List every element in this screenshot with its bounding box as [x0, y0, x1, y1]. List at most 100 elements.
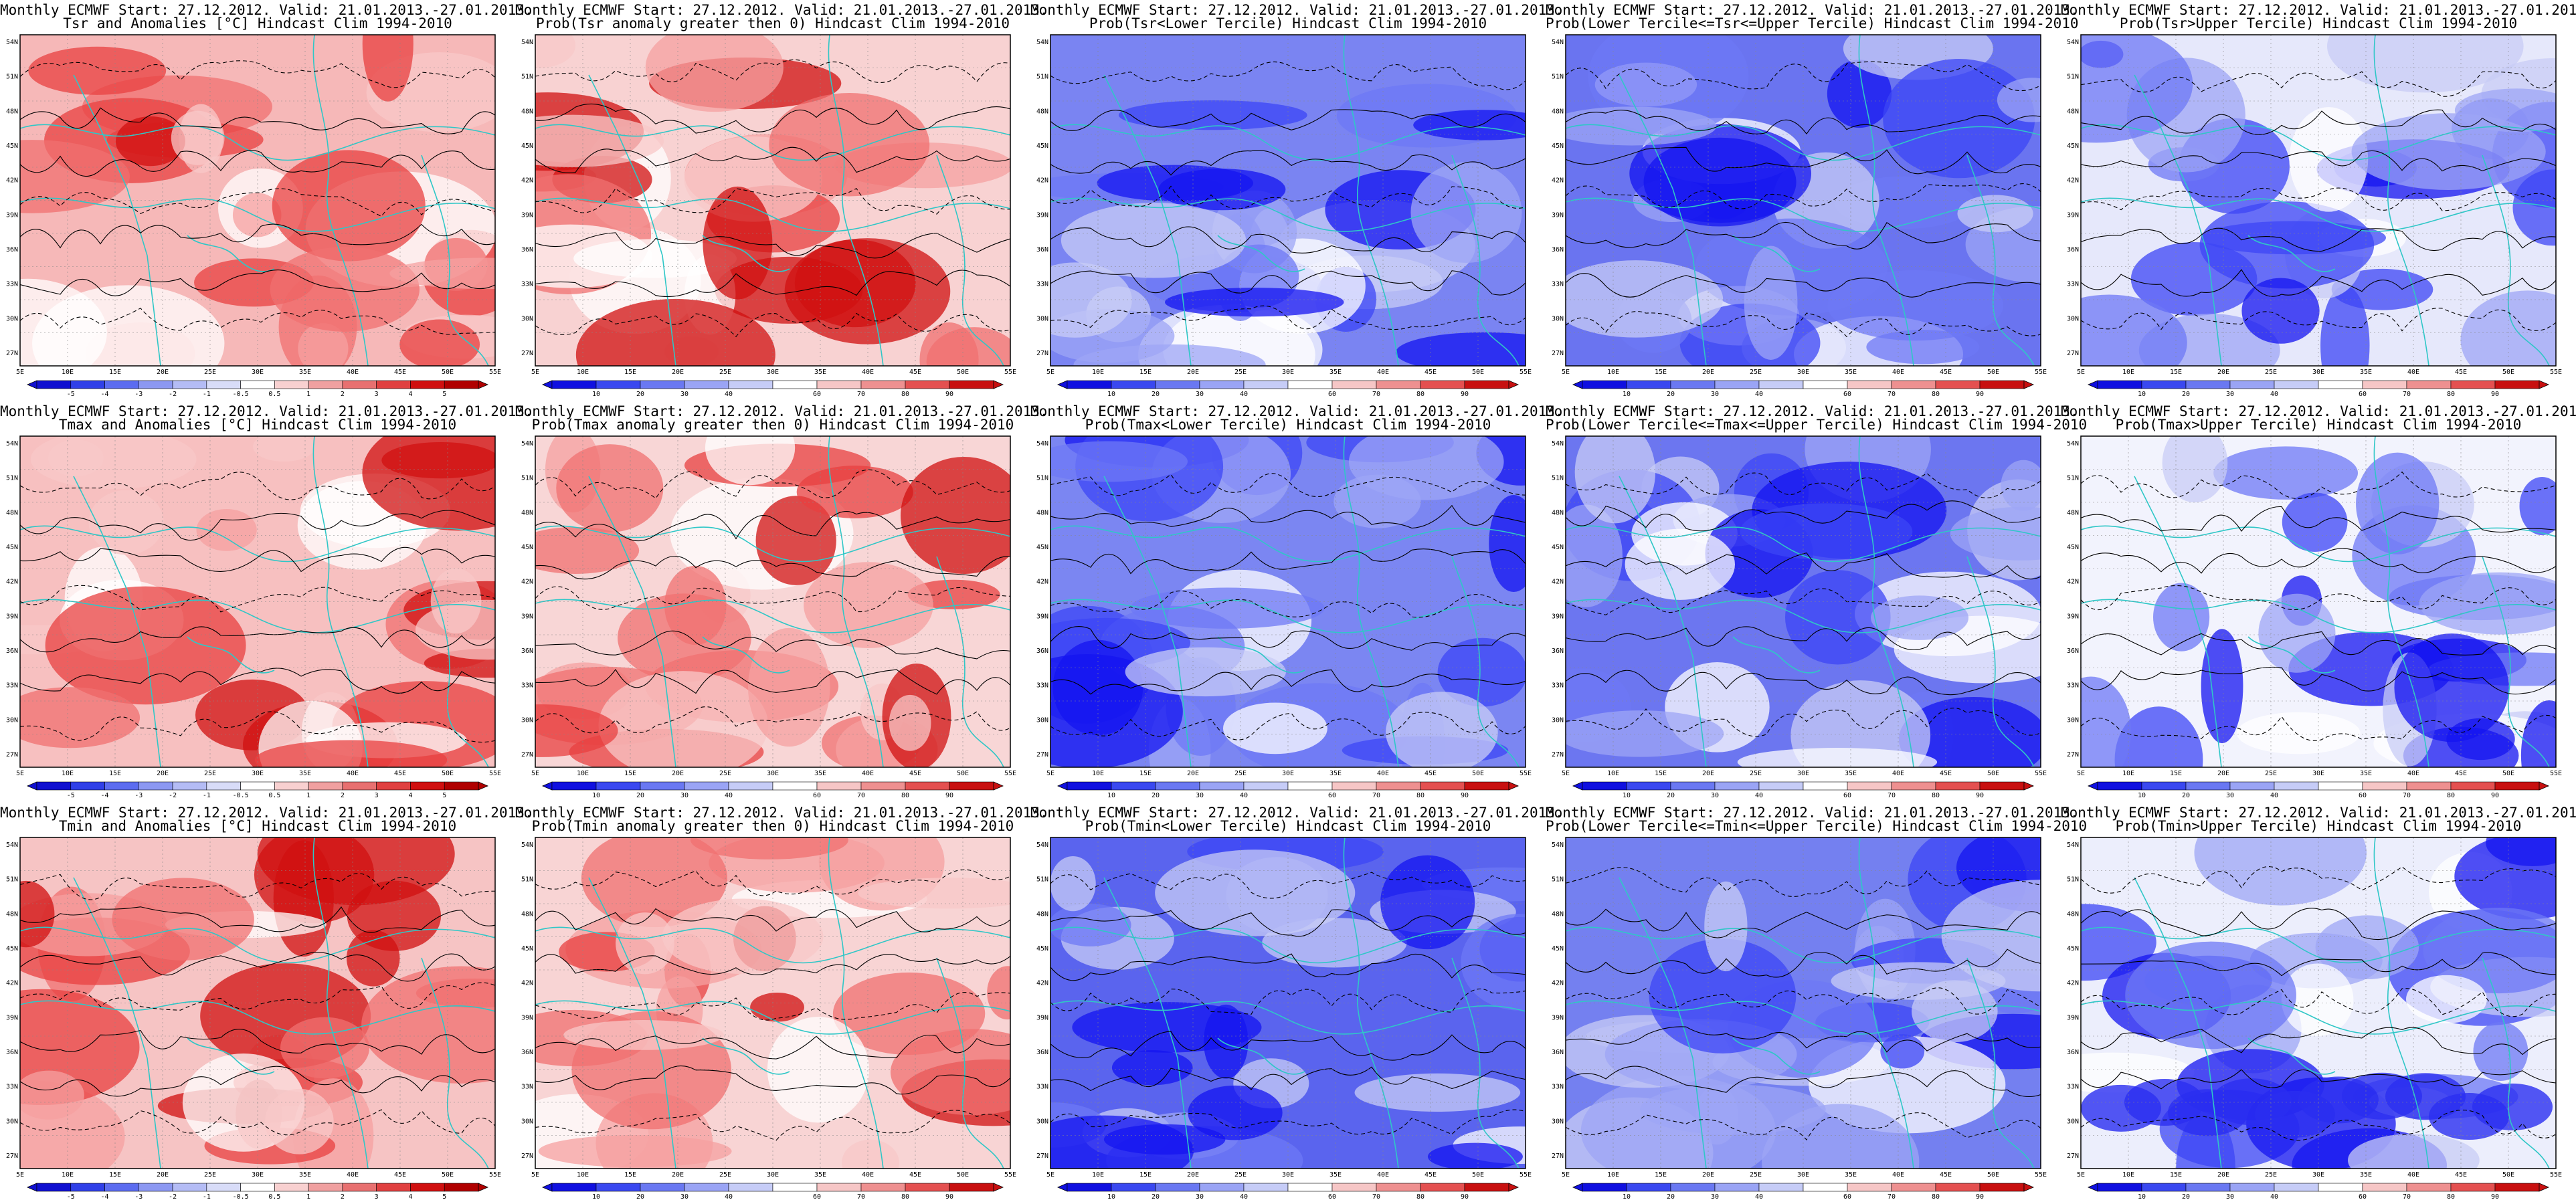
latitude-label: 54N — [1036, 440, 1048, 447]
latitude-label: 30N — [1036, 1118, 1048, 1125]
shade-region — [2213, 446, 2359, 500]
shade-region — [705, 436, 796, 486]
colorbar-segment — [1714, 1183, 1760, 1192]
longitude-label: 45E — [1940, 369, 1952, 376]
latitude-label: 27N — [1552, 350, 1564, 357]
colorbar-tick-label: 70 — [857, 1193, 865, 1201]
coastline — [1566, 926, 2041, 964]
isotherm-contour — [1566, 987, 2041, 1015]
longitude-label: 40E — [862, 369, 874, 376]
coastline — [936, 957, 1004, 1169]
colorbar-tick-label: 2 — [341, 391, 345, 398]
isotherm-contour — [1566, 1026, 2041, 1053]
colorbar-segment — [595, 1183, 641, 1192]
colorbar-segment — [342, 1183, 377, 1192]
latitude-label: 42N — [1036, 177, 1048, 185]
latitude-label: 51N — [521, 74, 533, 81]
longitude-label: 5E — [531, 369, 539, 376]
colorbar-tick-label: 30 — [1711, 792, 1719, 799]
latitude-label: 42N — [2067, 177, 2079, 185]
colorbar-tick-label: -4 — [101, 1193, 109, 1201]
longitude-label: 15E — [1655, 369, 1667, 376]
shade-region — [1050, 856, 1096, 912]
coastline — [1343, 35, 1399, 366]
colorbar-tick-label: 70 — [2403, 1193, 2411, 1201]
isotherm-contour — [535, 1110, 1010, 1141]
shade-region — [2419, 572, 2556, 635]
shade-region — [1413, 110, 1526, 140]
colorbar-tick-label: 90 — [2491, 391, 2499, 398]
shade-region — [535, 114, 664, 167]
latitude-label: 42N — [521, 177, 533, 185]
isotherm-contour — [20, 546, 495, 573]
longitude-label: 45E — [394, 770, 406, 777]
isotherm-contour — [20, 1066, 495, 1097]
shade-region — [1871, 595, 1969, 640]
colorbar-tick-label: 80 — [1416, 391, 1424, 398]
shade-region — [196, 508, 257, 551]
colorbar-segment — [1420, 1183, 1465, 1192]
colorbar-tick-label: 1 — [306, 1193, 310, 1201]
coastline — [936, 155, 1004, 366]
latitude-label: 54N — [521, 39, 533, 46]
latitude-label: 42N — [521, 579, 533, 586]
longitude-label: 20E — [2217, 369, 2229, 376]
shade-region — [664, 565, 727, 645]
shade-region — [1997, 78, 2041, 122]
colorbar-segment — [1287, 1183, 1333, 1192]
colorbar-segment — [139, 1183, 173, 1192]
colorbar-tick-label: 90 — [1461, 391, 1469, 398]
shade-region — [1790, 680, 1931, 767]
colorbar-segment — [1582, 781, 1627, 791]
latitude-label: 33N — [1036, 1084, 1048, 1091]
longitude-label: 20E — [157, 1171, 169, 1179]
latitude-label: 27N — [521, 350, 533, 357]
colorbar-segment — [2274, 781, 2319, 791]
colorbar-segment — [2097, 1183, 2142, 1192]
colorbar-segment — [1979, 1183, 2025, 1192]
latitude-label: 51N — [6, 74, 18, 81]
shade-region — [2282, 492, 2348, 553]
latitude-label: 48N — [2067, 108, 2079, 115]
longitude-label: 5E — [16, 1171, 24, 1179]
latitude-label: 36N — [2067, 1049, 2079, 1056]
longitude-label: 15E — [1655, 1171, 1667, 1179]
colorbar-segment — [274, 781, 309, 791]
coastline — [1732, 235, 1821, 272]
longitude-label: 30E — [252, 369, 264, 376]
colorbar-segment — [376, 1183, 411, 1192]
latitude-label: 30N — [2067, 716, 2079, 724]
latitude-label: 51N — [521, 876, 533, 884]
coastline — [2247, 235, 2336, 272]
longitude-label: 40E — [1377, 369, 1389, 376]
colorbar-segment — [2318, 781, 2363, 791]
shade-region — [2356, 452, 2440, 555]
colorbar-tick-label: 60 — [1843, 792, 1851, 799]
longitude-label: 15E — [1139, 770, 1152, 777]
shade-region — [535, 704, 618, 757]
colorbar-segment — [240, 781, 275, 791]
panel-header: Monthly ECMWF Start: 27.12.2012. Valid: … — [2061, 805, 2576, 821]
colorbar-tick-label: 4 — [408, 1193, 412, 1201]
shade-region — [794, 239, 916, 328]
isotherm-contour — [1050, 185, 1526, 209]
latitude-label: 36N — [1552, 246, 1564, 254]
colorbar-segment — [772, 1183, 818, 1192]
isotherm-contour — [1566, 670, 2041, 696]
longitude-label: 50E — [2502, 369, 2514, 376]
longitude-label: 10E — [1607, 1171, 1619, 1179]
latitude-label: 42N — [6, 177, 18, 185]
longitude-label: 35E — [1845, 369, 1857, 376]
colorbar-segment — [860, 1183, 906, 1192]
colorbar-tick-label: 60 — [1843, 1193, 1851, 1201]
colorbar-tick-label: 80 — [901, 1193, 909, 1201]
colorbar-segment — [2185, 781, 2231, 791]
colorbar-segment — [2141, 781, 2187, 791]
longitude-label: 35E — [1845, 1171, 1857, 1179]
colorbar-tick-label: 3 — [375, 391, 379, 398]
longitude-label: 50E — [442, 770, 454, 777]
